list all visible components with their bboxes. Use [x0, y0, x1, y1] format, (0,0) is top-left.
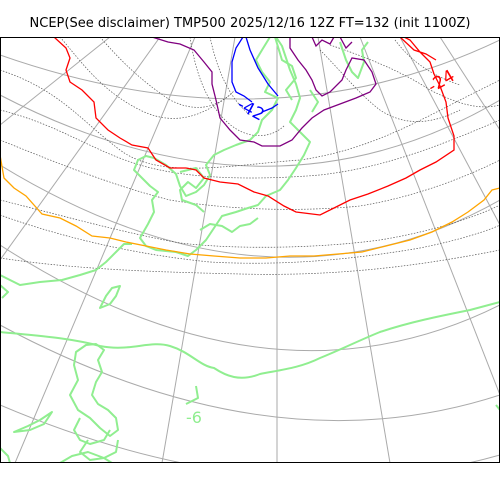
isotherm-blue-line — [231, 37, 279, 113]
isotherm-purple-line — [151, 37, 377, 147]
map-title: NCEP(See disclaimer) TMP500 2025/12/16 1… — [29, 16, 471, 31]
isotherm-orange-line — [0, 154, 500, 259]
map-panel: -42 -24 -6 — [0, 37, 500, 463]
isotherm-red-line — [53, 37, 455, 216]
coastlines — [0, 37, 500, 463]
map-svg: -42 -24 -6 — [0, 37, 500, 463]
contour-label-minus6: -6 — [186, 408, 202, 427]
